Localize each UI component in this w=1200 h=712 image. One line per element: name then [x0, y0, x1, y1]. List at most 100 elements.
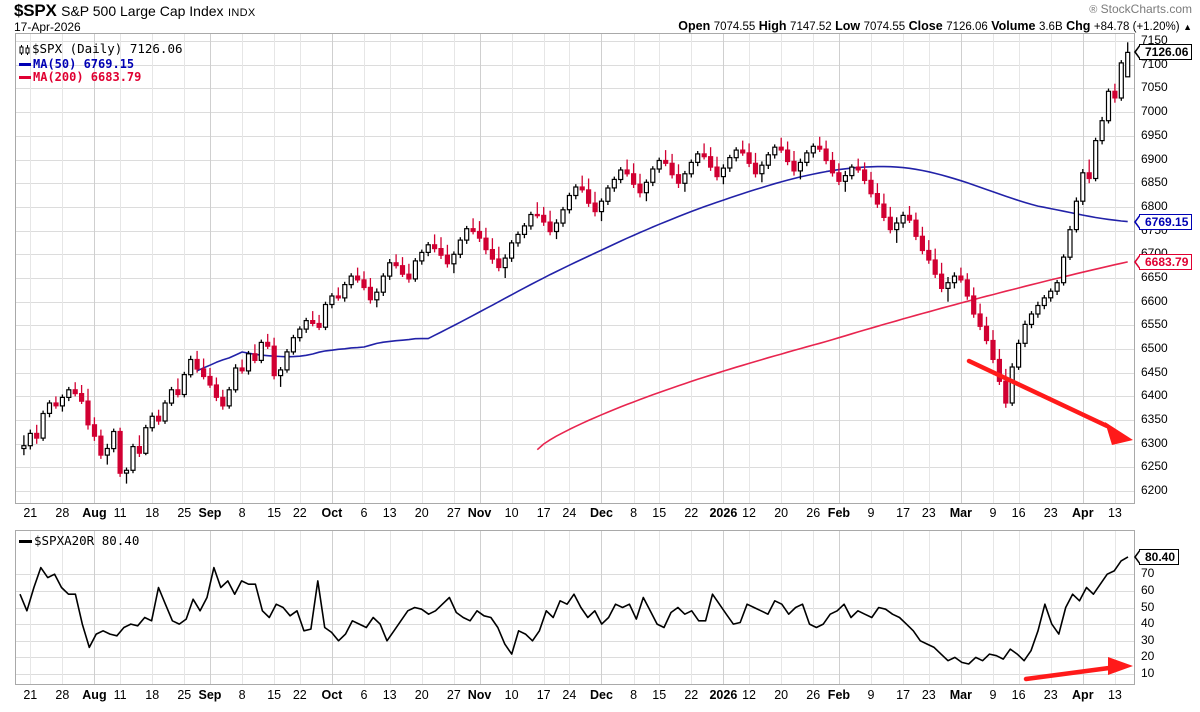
- symbol-name: S&P 500 Large Cap Index: [61, 3, 224, 19]
- indicator-x-tick: 8: [238, 688, 246, 702]
- price-y-tick: 6900: [1141, 151, 1168, 166]
- stockcharts-watermark: ® StockCharts.com: [1089, 2, 1192, 16]
- ma50-color-swatch: [19, 63, 31, 66]
- ma50-legend: MA(50) 6769.15: [19, 58, 183, 71]
- indicator-x-tick: 15: [652, 688, 667, 702]
- price-panel[interactable]: [15, 33, 1135, 504]
- ma50-label: MA(50) 6769.15: [33, 57, 135, 71]
- price-x-tick: Sep: [198, 506, 222, 520]
- price-plot: [16, 34, 1134, 503]
- indicator-x-tick: 17: [896, 688, 911, 702]
- exchange-label: INDX: [228, 7, 256, 19]
- price-x-tick: 13: [1107, 506, 1122, 520]
- price-x-tick: 9: [989, 506, 997, 520]
- indicator-y-tick: 40: [1141, 616, 1155, 631]
- indicator-x-tick: 6: [360, 688, 368, 702]
- indicator-x-tick: 10: [504, 688, 519, 702]
- price-y-tick: 7150: [1141, 33, 1168, 48]
- price-x-tick: 8: [630, 506, 638, 520]
- indicator-x-tick: 18: [145, 688, 160, 702]
- price-panel-legend: $SPX (Daily) 7126.06 MA(50) 6769.15 MA(2…: [19, 42, 183, 84]
- open-value: 7074.55: [713, 21, 756, 33]
- price-x-tick: 20: [414, 506, 429, 520]
- price-x-tick: Mar: [949, 506, 972, 520]
- indicator-y-tick: 60: [1141, 582, 1155, 597]
- price-x-tick: 28: [55, 506, 70, 520]
- indicator-x-tick: 13: [1107, 688, 1122, 702]
- ma200-legend: MA(200) 6683.79: [19, 71, 183, 84]
- price-x-tick: 10: [504, 506, 519, 520]
- price-y-tick: 6450: [1141, 364, 1168, 379]
- price-x-tick: 13: [382, 506, 397, 520]
- indicator-value-flag: 80.40: [1133, 548, 1180, 565]
- price-x-tick: 18: [145, 506, 160, 520]
- price-x-tick: 17: [536, 506, 551, 520]
- price-x-tick: 2026: [709, 506, 738, 520]
- price-y-tick: 6950: [1141, 127, 1168, 142]
- price-y-tick: 6850: [1141, 175, 1168, 190]
- price-x-tick: 27: [446, 506, 461, 520]
- volume-label: Volume: [991, 19, 1036, 33]
- close-value: 7126.06: [946, 21, 988, 33]
- last-price-flag: 7126.06: [1133, 44, 1193, 61]
- price-x-tick: 24: [562, 506, 577, 520]
- indicator-x-tick: 25: [177, 688, 192, 702]
- chart-title: $SPX S&P 500 Large Cap Index INDX: [14, 1, 255, 21]
- price-x-tick: Nov: [467, 506, 492, 520]
- candlestick-icon: [19, 44, 32, 58]
- indicator-x-tick: 28: [55, 688, 70, 702]
- watermark-text: StockCharts.com: [1100, 2, 1192, 16]
- price-y-tick: 6800: [1141, 198, 1168, 213]
- indicator-x-tick: 9: [989, 688, 997, 702]
- indicator-x-tick: 20: [774, 688, 789, 702]
- open-label: Open: [678, 19, 711, 33]
- change-label: Chg: [1066, 19, 1091, 33]
- price-x-tick: 22: [684, 506, 699, 520]
- indicator-x-tick: 8: [630, 688, 638, 702]
- price-y-tick: 6650: [1141, 269, 1168, 284]
- ohlc-quote-bar: Open 7074.55 High 7147.52 Low 7074.55 Cl…: [678, 19, 1192, 33]
- indicator-x-tick: 23: [1043, 688, 1058, 702]
- high-value: 7147.52: [790, 21, 832, 33]
- indicator-x-tick: Feb: [827, 688, 851, 702]
- indicator-x-tick: 17: [536, 688, 551, 702]
- indicator-x-tick: Sep: [198, 688, 222, 702]
- indicator-x-tick: 16: [1011, 688, 1026, 702]
- ma200-color-swatch: [19, 76, 31, 79]
- indicator-y-tick: 30: [1141, 632, 1155, 647]
- price-x-tick: Aug: [82, 506, 107, 520]
- ma200-label: MA(200) 6683.79: [33, 70, 142, 84]
- price-series-legend: $SPX (Daily) 7126.06: [19, 42, 183, 58]
- indicator-y-tick: 70: [1141, 566, 1155, 581]
- price-x-tick: 21: [23, 506, 38, 520]
- chart-date: 17-Apr-2026: [14, 20, 81, 34]
- indicator-x-tick: 2026: [709, 688, 738, 702]
- indicator-x-tick: Mar: [949, 688, 972, 702]
- symbol-ticker: $SPX: [14, 1, 57, 20]
- price-x-tick: Oct: [321, 506, 343, 520]
- indicator-x-tick: 23: [921, 688, 936, 702]
- price-y-tick: 6300: [1141, 435, 1168, 450]
- indicator-x-tick: 15: [267, 688, 282, 702]
- price-y-tick: 6350: [1141, 412, 1168, 427]
- indicator-x-tick: Dec: [589, 688, 613, 702]
- price-x-tick: 12: [742, 506, 757, 520]
- volume-value: 3.6B: [1038, 21, 1063, 33]
- indicator-x-tick: 12: [742, 688, 757, 702]
- price-x-tick: Feb: [827, 506, 851, 520]
- price-y-tick: 6400: [1141, 388, 1168, 403]
- price-series-label: $SPX (Daily) 7126.06: [32, 41, 183, 56]
- indicator-x-tick: Nov: [467, 688, 492, 702]
- price-y-tick: 6550: [1141, 317, 1168, 332]
- indicator-x-tick: 26: [806, 688, 821, 702]
- indicator-x-tick: Aug: [82, 688, 107, 702]
- price-x-tick: Dec: [589, 506, 613, 520]
- indicator-panel[interactable]: [15, 530, 1135, 685]
- indicator-plot: [16, 531, 1134, 684]
- indicator-x-tick: 13: [382, 688, 397, 702]
- price-x-tick: 15: [267, 506, 282, 520]
- price-x-tick: Apr: [1072, 506, 1094, 520]
- indicator-x-tick: 11: [113, 688, 127, 702]
- ma200-value-flag: 6683.79: [1133, 253, 1193, 270]
